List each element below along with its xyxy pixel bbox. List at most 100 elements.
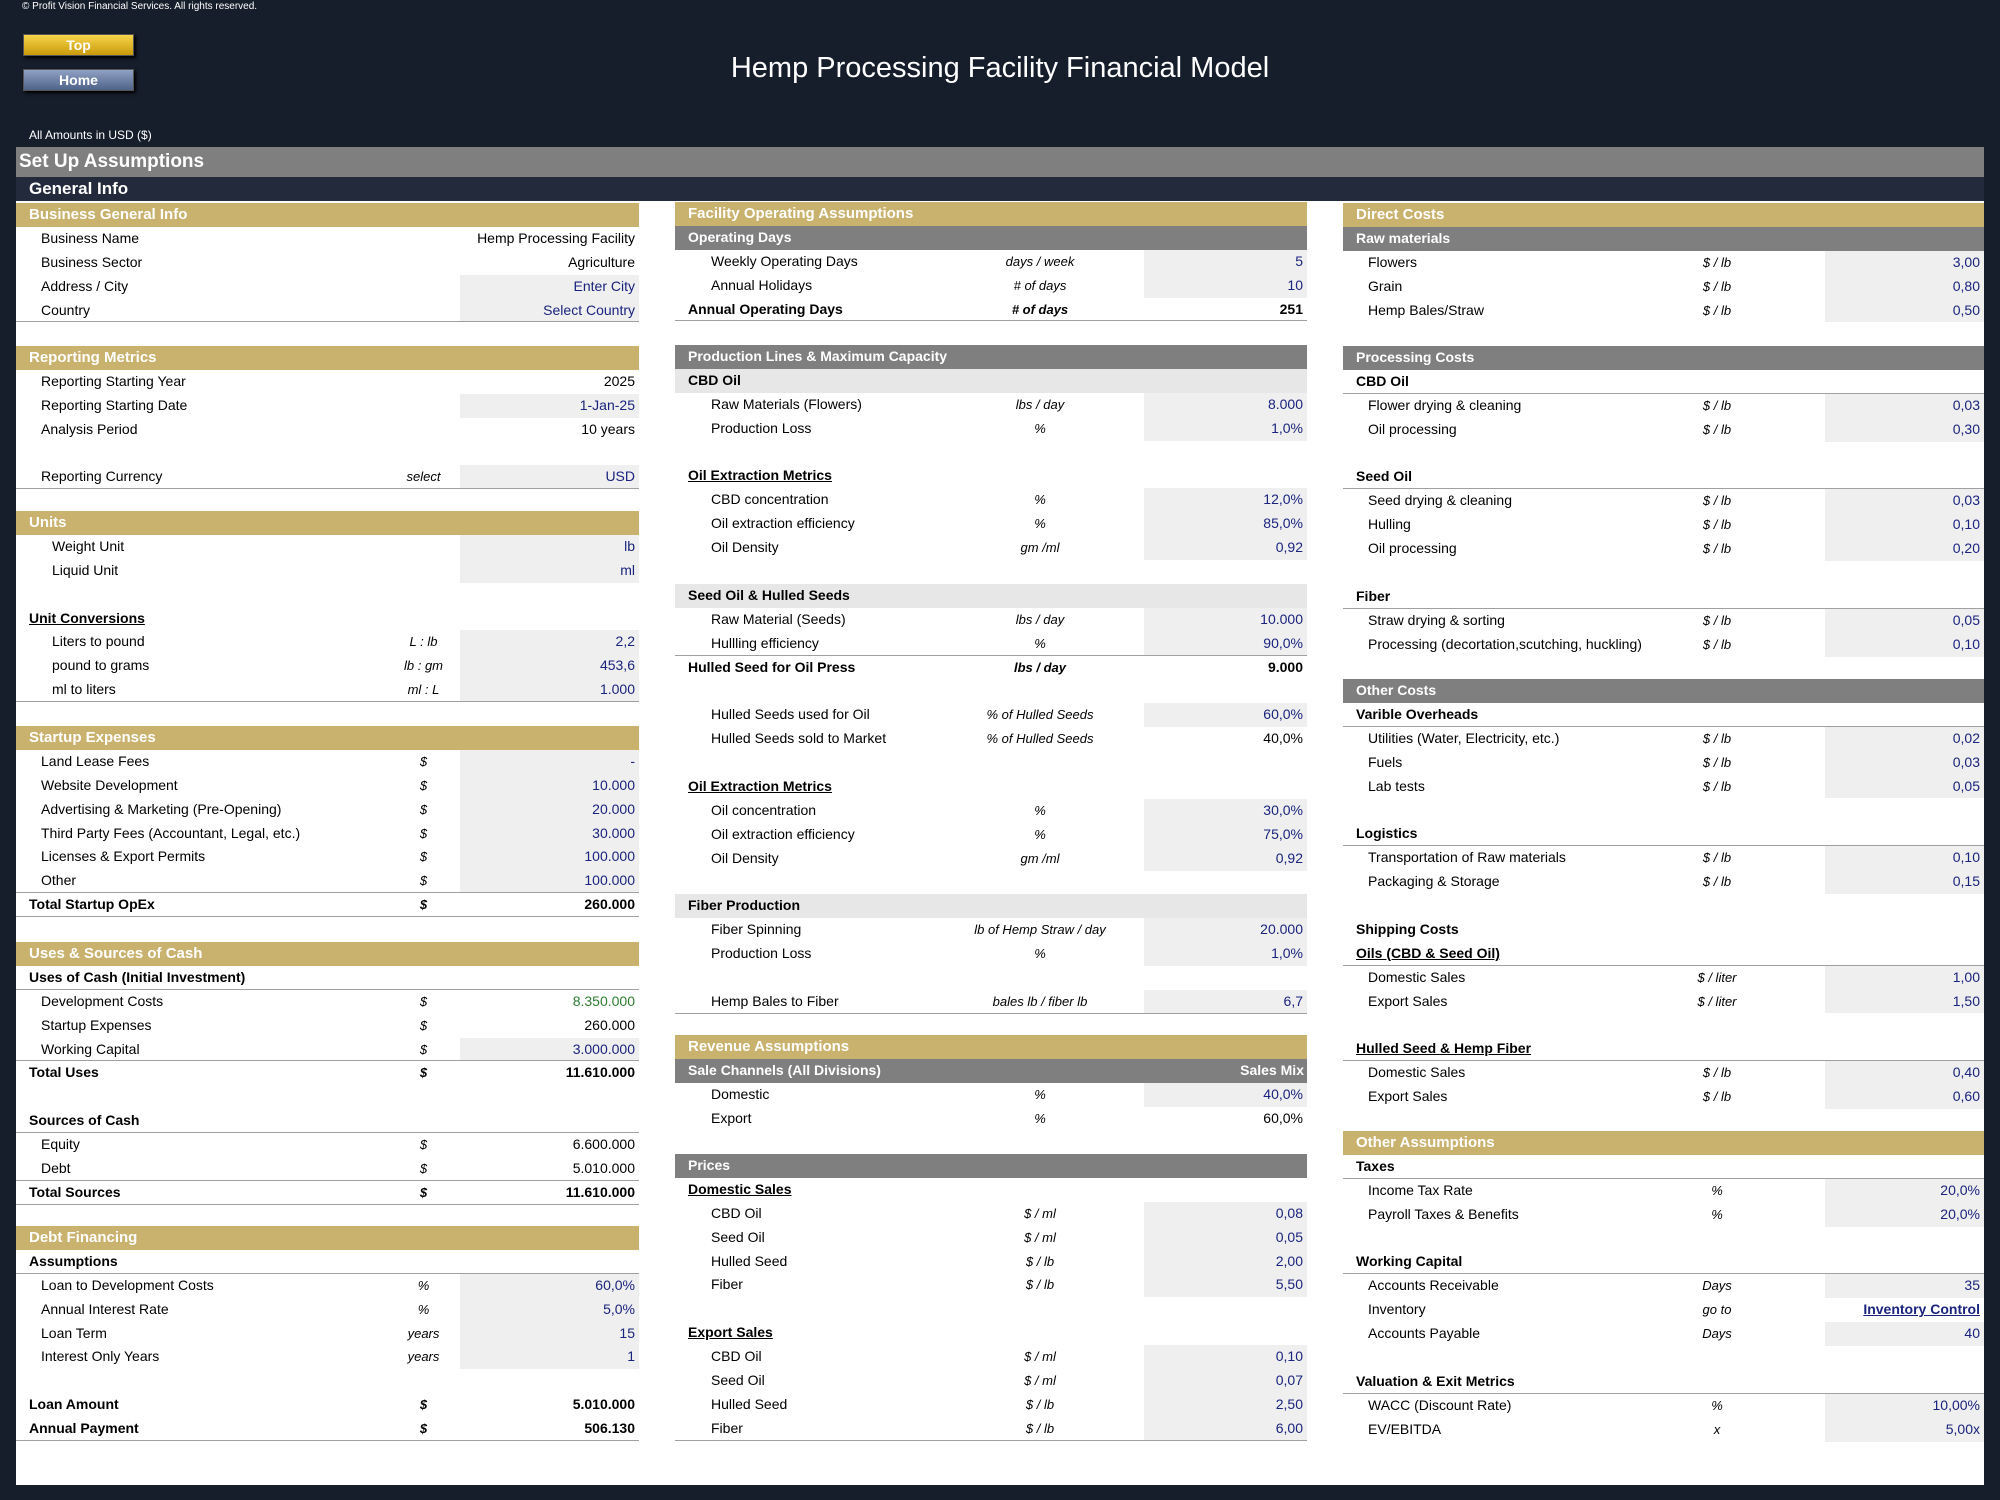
input-cell[interactable]: 60,0%: [1144, 703, 1307, 728]
assumption-row: Country Select Country: [16, 298, 639, 323]
input-cell[interactable]: 30.000: [460, 821, 639, 846]
input-cell[interactable]: lb: [460, 534, 639, 559]
input-cell[interactable]: 10.000: [460, 773, 639, 798]
input-cell[interactable]: 0,10: [1825, 846, 1984, 871]
input-cell[interactable]: Select Country: [460, 298, 639, 322]
input-cell[interactable]: 0,10: [1825, 513, 1984, 538]
input-cell[interactable]: 100.000: [460, 869, 639, 893]
assumption-row: Land Lease Fees $ -: [16, 749, 639, 774]
input-cell[interactable]: 1,0%: [1144, 416, 1307, 441]
input-cell[interactable]: 15: [460, 1321, 639, 1346]
input-cell[interactable]: 60,0%: [460, 1273, 639, 1298]
input-cell[interactable]: 3,00: [1825, 250, 1984, 275]
assumption-row: Annual Operating Days # of days 251: [675, 298, 1307, 322]
input-cell[interactable]: 6,00: [1144, 1416, 1307, 1440]
input-cell[interactable]: 0,15: [1825, 870, 1984, 895]
spacer-row: [1343, 442, 1984, 466]
row-unit: $ / lb: [1702, 778, 1732, 794]
input-cell[interactable]: 0,50: [1825, 298, 1984, 323]
input-cell[interactable]: 1,0%: [1144, 942, 1307, 967]
input-cell[interactable]: 0,03: [1825, 750, 1984, 775]
input-cell[interactable]: 0,05: [1825, 608, 1984, 633]
input-cell[interactable]: 0,05: [1144, 1225, 1307, 1250]
input-cell[interactable]: 35: [1825, 1274, 1984, 1299]
input-cell[interactable]: 5,50: [1144, 1273, 1307, 1298]
input-cell[interactable]: 5,0%: [460, 1297, 639, 1322]
input-cell[interactable]: 0,40: [1825, 1061, 1984, 1086]
input-cell[interactable]: 0,10: [1144, 1345, 1307, 1370]
input-cell[interactable]: 5: [1144, 249, 1307, 274]
row-label: Debt: [41, 1160, 71, 1177]
row-label: Loan to Development Costs: [41, 1276, 214, 1293]
input-cell[interactable]: 1-Jan-25: [460, 393, 639, 418]
row-label: Straw drying & sorting: [1368, 611, 1505, 628]
section-title: Raw materials: [1343, 226, 1984, 251]
top-button[interactable]: Top: [23, 34, 134, 56]
input-cell[interactable]: 2,2: [460, 630, 639, 655]
input-cell[interactable]: 90,0%: [1144, 631, 1307, 655]
input-cell[interactable]: 20,0%: [1825, 1202, 1984, 1227]
row-unit: $ / lb: [1702, 493, 1732, 509]
input-cell[interactable]: 0,10: [1825, 632, 1984, 657]
row-unit: $ / lb: [1702, 302, 1732, 318]
inventory-control-link[interactable]: Inventory Control: [1863, 1301, 1980, 1318]
input-cell[interactable]: 2,00: [1144, 1249, 1307, 1274]
input-cell[interactable]: 3.000.000: [460, 1037, 639, 1061]
row-unit: $: [419, 849, 428, 865]
input-cell[interactable]: 0,07: [1144, 1369, 1307, 1393]
input-cell[interactable]: 453,6: [460, 654, 639, 679]
input-cell[interactable]: 20,0%: [1825, 1178, 1984, 1203]
input-cell[interactable]: 6,7: [1144, 990, 1307, 1013]
input-cell[interactable]: 0,92: [1144, 536, 1307, 561]
input-cell[interactable]: 20.000: [1144, 918, 1307, 943]
input-cell[interactable]: 85,0%: [1144, 512, 1307, 537]
section-title: Oil Extraction Metrics: [675, 775, 1307, 799]
assumption-row: Seed Oil $ / ml 0,05: [675, 1225, 1307, 1250]
section-title-label: Raw materials: [1356, 229, 1451, 246]
input-cell[interactable]: 0,60: [1825, 1085, 1984, 1110]
input-cell[interactable]: 5,00x: [1825, 1417, 1984, 1442]
row-label: Transportation of Raw materials: [1368, 849, 1566, 866]
row-unit: $ / liter: [1697, 993, 1737, 1009]
input-cell[interactable]: 0,03: [1825, 489, 1984, 514]
section-title: Operating Days: [675, 225, 1307, 250]
input-cell[interactable]: 0,30: [1825, 417, 1984, 442]
section-title-label: Domestic Sales: [688, 1180, 792, 1197]
input-cell[interactable]: ml: [460, 558, 639, 583]
input-cell[interactable]: 0,05: [1825, 774, 1984, 799]
input-cell[interactable]: 1,50: [1825, 989, 1984, 1014]
input-cell[interactable]: 30,0%: [1144, 798, 1307, 823]
input-cell[interactable]: 0,92: [1144, 846, 1307, 871]
input-cell[interactable]: 0,80: [1825, 274, 1984, 299]
row-unit: % of Hulled Seeds: [986, 707, 1094, 723]
input-cell[interactable]: 10: [1144, 273, 1307, 298]
input-cell[interactable]: -: [460, 749, 639, 774]
input-cell[interactable]: 8.000: [1144, 392, 1307, 417]
assumption-row: Reporting Currency select USD: [16, 465, 639, 490]
value-cell: 11.610.000: [565, 1064, 635, 1081]
input-cell[interactable]: 12,0%: [1144, 488, 1307, 513]
input-cell[interactable]: 1.000: [460, 678, 639, 702]
section-title-label: Startup Expenses: [29, 729, 156, 746]
input-cell[interactable]: 40,0%: [1144, 1082, 1307, 1107]
input-cell[interactable]: 1: [460, 1345, 639, 1370]
input-cell[interactable]: 1,00: [1825, 965, 1984, 990]
input-cell[interactable]: 0,02: [1825, 726, 1984, 751]
input-cell[interactable]: 10,00%: [1825, 1393, 1984, 1418]
input-cell[interactable]: 100.000: [460, 845, 639, 870]
input-cell[interactable]: 0,03: [1825, 393, 1984, 418]
input-cell[interactable]: Enter City: [460, 274, 639, 299]
input-cell[interactable]: 2,50: [1144, 1392, 1307, 1417]
row-label: Hulled Seeds sold to Market: [711, 730, 887, 747]
input-cell[interactable]: 0,20: [1825, 537, 1984, 562]
input-cell[interactable]: 40: [1825, 1322, 1984, 1347]
input-cell[interactable]: 10.000: [1144, 607, 1307, 632]
input-cell[interactable]: 20.000: [460, 797, 639, 822]
input-cell[interactable]: 0,08: [1144, 1201, 1307, 1226]
assumption-row: Straw drying & sorting $ / lb 0,05: [1343, 608, 1984, 633]
input-cell[interactable]: 75,0%: [1144, 822, 1307, 847]
section-title: Domestic Sales: [675, 1178, 1307, 1202]
input-cell[interactable]: USD: [460, 465, 639, 489]
home-button[interactable]: Home: [23, 69, 134, 91]
row-unit: %: [417, 1277, 430, 1293]
